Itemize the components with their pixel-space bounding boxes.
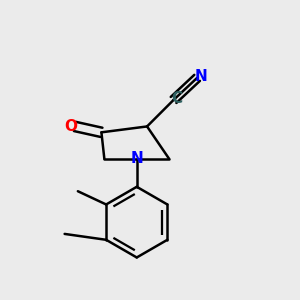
Text: C: C [172, 91, 183, 106]
Text: N: N [194, 69, 207, 84]
Text: O: O [64, 119, 77, 134]
Text: N: N [130, 151, 143, 166]
